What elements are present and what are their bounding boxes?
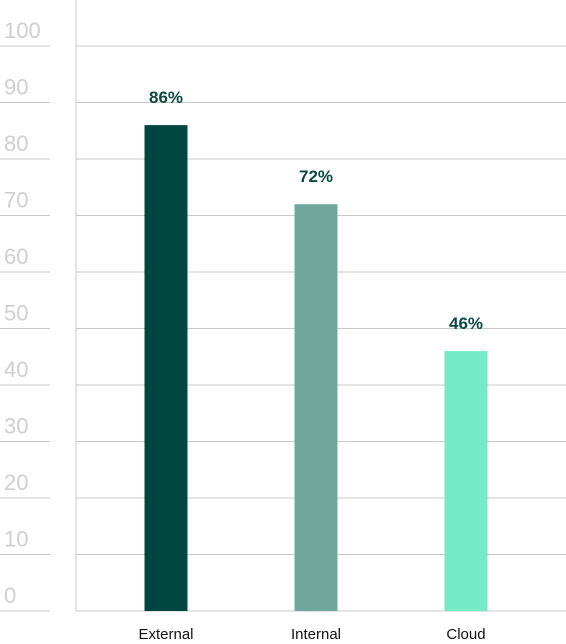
bar-external <box>144 125 188 611</box>
data-label-cloud: 46% <box>449 314 483 333</box>
data-labels: 86% 72% 46% <box>149 88 483 333</box>
data-label-external: 86% <box>149 88 183 107</box>
y-tick-label: 10 <box>4 527 28 552</box>
y-tick-label: 0 <box>4 583 16 608</box>
x-tick-label-cloud: Cloud <box>446 626 485 643</box>
x-axis-ticks: External Internal Cloud <box>138 626 485 643</box>
x-tick-label-internal: Internal <box>291 626 341 643</box>
y-axis-ticks: 0 10 20 30 40 50 60 70 80 90 100 <box>4 18 41 608</box>
y-tick-label: 30 <box>4 414 28 439</box>
bar-cloud <box>444 351 488 611</box>
y-tick-label: 70 <box>4 188 28 213</box>
y-tick-label: 40 <box>4 357 28 382</box>
bars <box>144 125 488 611</box>
y-tick-label: 100 <box>4 18 41 43</box>
y-tick-label: 20 <box>4 470 28 495</box>
y-tick-label: 50 <box>4 301 28 326</box>
y-tick-label: 80 <box>4 131 28 156</box>
bar-internal <box>294 204 338 611</box>
y-tick-label: 60 <box>4 244 28 269</box>
y-tick-label: 90 <box>4 75 28 100</box>
data-label-internal: 72% <box>299 167 333 186</box>
x-tick-label-external: External <box>138 626 193 643</box>
